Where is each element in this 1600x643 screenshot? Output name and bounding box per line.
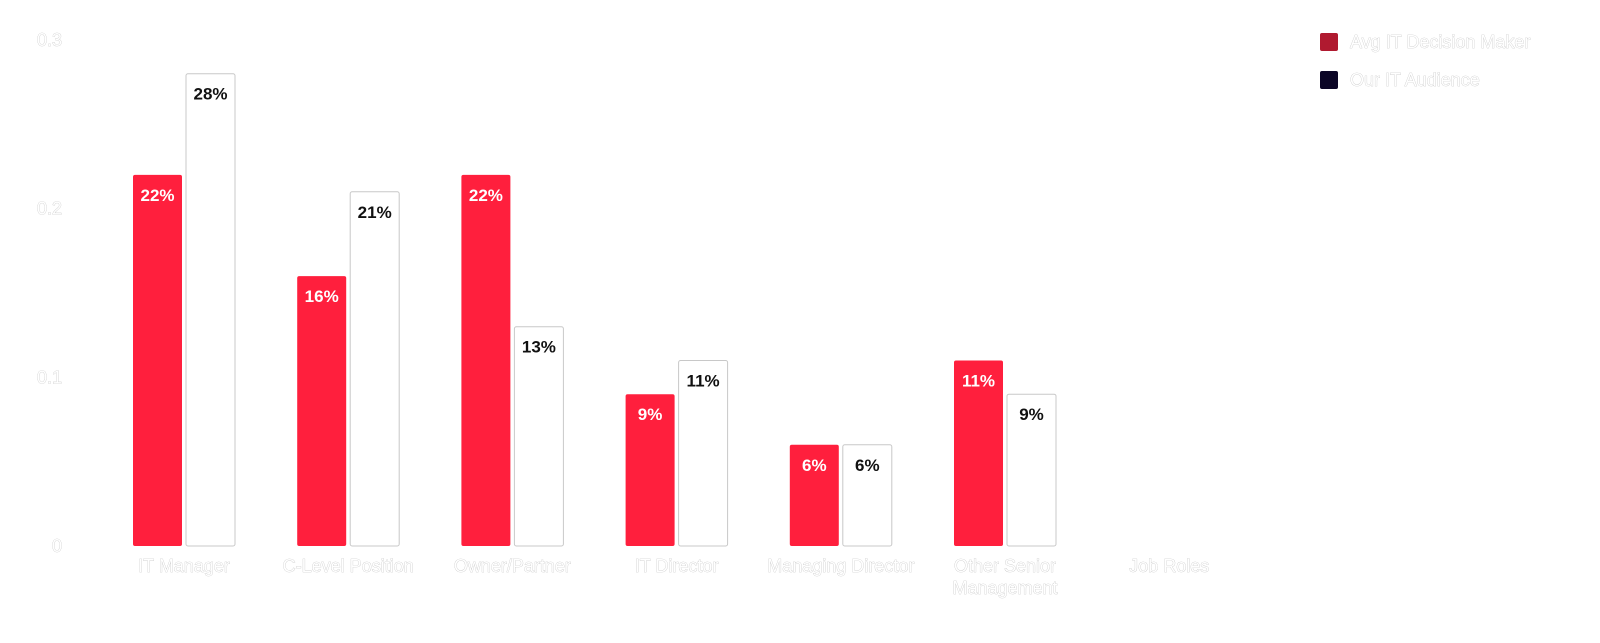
bar-avg-it-decision-maker (461, 174, 511, 546)
bar-avg-it-decision-maker (625, 394, 675, 546)
bar-avg-it-decision-maker (954, 360, 1003, 546)
x-category-label-line: C-Level Position (283, 556, 414, 576)
data-label: 9% (1019, 405, 1044, 424)
x-category-label: IT Director (635, 556, 719, 576)
bar-our-it-audience (185, 73, 236, 547)
data-label: 16% (305, 287, 339, 306)
legend-label: Our IT Audience (1350, 70, 1480, 90)
x-category-label: C-Level Position (283, 556, 414, 576)
data-label: 9% (638, 405, 663, 424)
data-label: 21% (358, 203, 392, 222)
data-label: 28% (193, 85, 227, 104)
bar-our-it-audience (349, 191, 400, 547)
x-category-label-line: IT Director (635, 556, 719, 576)
data-label: 11% (962, 371, 995, 390)
y-tick-label: 0 (52, 536, 62, 556)
legend-label: Avg IT Decision Maker (1350, 32, 1530, 52)
bar-avg-it-decision-maker (297, 276, 347, 546)
legend-swatch (1320, 33, 1338, 51)
data-label: 13% (522, 338, 556, 357)
x-category-label: Job Roles (1129, 556, 1209, 576)
x-category-label-line: Other Senior (954, 556, 1056, 576)
bar-our-it-audience (1006, 393, 1057, 547)
legend: Avg IT Decision Maker Our IT Audience (1320, 32, 1531, 90)
y-tick-label: 0.3 (37, 30, 62, 50)
bar-our-it-audience (842, 444, 893, 547)
x-category-label: IT Manager (138, 556, 230, 576)
data-label: 22% (469, 186, 503, 205)
data-labels: 22% 28% 16% 21% 22% 13% 9% 11% 6% 6% 11% 9% (140, 85, 1043, 475)
data-label: 6% (855, 456, 880, 475)
x-category-label-line: Job Roles (1129, 556, 1209, 576)
x-category-label: Owner/Partner (454, 556, 571, 576)
bar-avg-it-decision-maker (133, 174, 182, 546)
bars (133, 73, 1057, 547)
data-label: 11% (687, 371, 720, 390)
y-axis: 0 0.1 0.2 0.3 (37, 30, 63, 557)
bar-our-it-audience (513, 326, 564, 547)
y-tick-label: 0.1 (37, 367, 62, 387)
data-label: 22% (140, 186, 174, 205)
x-category-label-line: IT Manager (138, 556, 230, 576)
x-category-label: Managing Director (767, 556, 914, 576)
bar-our-it-audience (678, 359, 729, 547)
bar-avg-it-decision-maker (789, 444, 839, 546)
x-category-label-line: Owner/Partner (454, 556, 571, 576)
x-category-label: Other Senior Management (952, 556, 1057, 598)
x-category-label-line: Managing Director (767, 556, 914, 576)
legend-swatch (1320, 71, 1338, 89)
data-label: 6% (802, 456, 827, 475)
x-axis: IT Manager C-Level Position Owner/Partner I… (138, 556, 1210, 599)
x-category-label-line: Management (952, 578, 1057, 598)
y-tick-label: 0.2 (37, 199, 62, 219)
